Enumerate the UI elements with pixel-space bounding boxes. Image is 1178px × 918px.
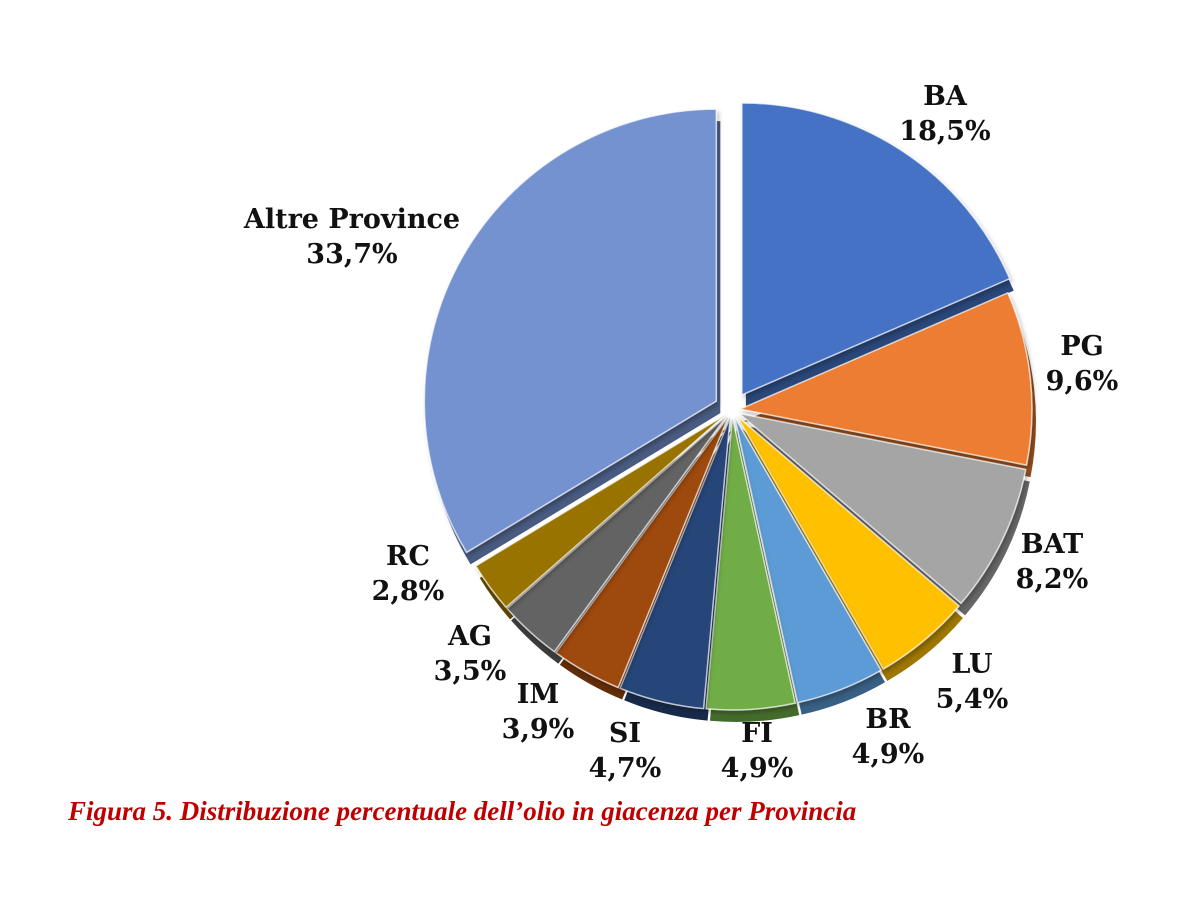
- slice-value-im: 3,9%: [502, 714, 575, 745]
- slice-value-si: 4,7%: [589, 753, 662, 784]
- pie-slice-bat: [736, 412, 1027, 605]
- slice-value-fi: 4,9%: [721, 753, 794, 784]
- slice-value-rc: 2,8%: [372, 576, 445, 607]
- pie-slice-altre-province: [423, 108, 718, 554]
- pie-slice-fi: [705, 417, 797, 711]
- pie-slice-rc: [474, 414, 727, 609]
- slice-label-altre-province: Altre Province: [243, 204, 460, 235]
- slice-label-br: BR: [865, 704, 911, 735]
- slice-value-ag: 3,5%: [434, 656, 507, 687]
- pie-slice-lu: [736, 415, 961, 670]
- slice-label-lu: LU: [951, 649, 992, 680]
- slice-value-br: 4,9%: [852, 739, 925, 770]
- slice-value-ba: 18,5%: [899, 116, 990, 147]
- pie-slice-im: [554, 416, 729, 689]
- slice-value-pg: 9,6%: [1046, 366, 1119, 397]
- pie-chart: BA 18,5% PG 9,6% BAT 8,2% LU 5,4% BR 4,9% FI 4,9% SI…: [243, 81, 1119, 784]
- slice-value-bat: 8,2%: [1016, 564, 1089, 595]
- slice-label-si: SI: [609, 718, 641, 749]
- pie-slice-si: [619, 417, 731, 710]
- pie-slice-ba: [741, 102, 1011, 397]
- slice-label-bat: BAT: [1021, 529, 1083, 560]
- figure-caption: Figura 5. Distribuzione percentuale dell…: [68, 796, 857, 826]
- slice-label-fi: FI: [741, 718, 773, 749]
- pie-slice-pg: [737, 291, 1033, 467]
- slice-label-im: IM: [517, 679, 560, 710]
- pie-slice-ag: [506, 415, 728, 653]
- slice-label-rc: RC: [386, 541, 430, 572]
- pie-slice-br: [734, 417, 883, 704]
- slice-value-altre-province: 33,7%: [306, 239, 397, 270]
- slice-value-lu: 5,4%: [936, 684, 1009, 715]
- slice-label-pg: PG: [1060, 331, 1103, 362]
- slice-label-ba: BA: [923, 81, 968, 112]
- slice-label-ag: AG: [447, 621, 492, 652]
